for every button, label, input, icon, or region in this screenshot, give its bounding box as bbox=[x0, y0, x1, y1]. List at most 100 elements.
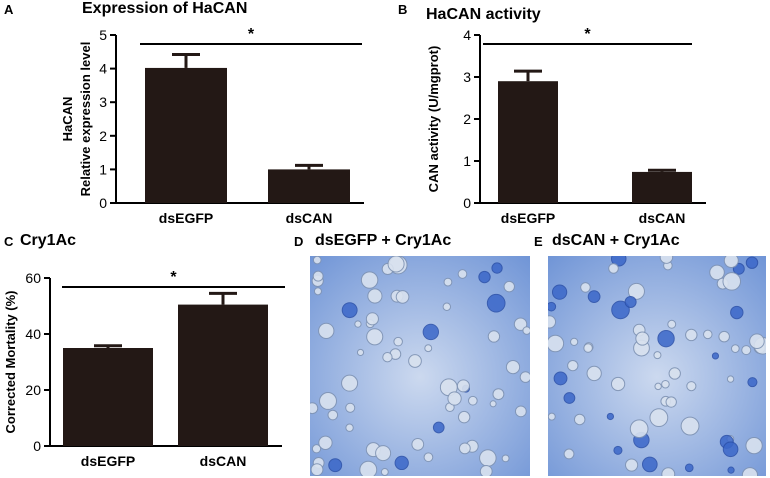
cell bbox=[457, 410, 471, 424]
cell bbox=[457, 269, 468, 279]
cell bbox=[548, 334, 565, 353]
y-tick-label-b: 2 bbox=[463, 111, 471, 127]
cell bbox=[411, 437, 425, 451]
cell bbox=[354, 320, 362, 328]
y-tick-label-a: 4 bbox=[99, 61, 107, 77]
panel-title-a: Expression of HaCAN bbox=[82, 0, 248, 17]
cell bbox=[573, 413, 586, 426]
cell bbox=[548, 301, 557, 312]
cell bbox=[551, 284, 568, 300]
cell bbox=[380, 468, 389, 476]
cell bbox=[649, 408, 669, 428]
cell bbox=[394, 455, 409, 471]
cell bbox=[328, 458, 343, 473]
cell bbox=[313, 287, 322, 296]
cell bbox=[749, 333, 765, 349]
cell bbox=[745, 256, 759, 269]
y-tick-label-b: 3 bbox=[463, 69, 471, 85]
cell bbox=[366, 328, 384, 346]
panel-letter-c: C bbox=[4, 234, 14, 249]
cell bbox=[686, 381, 697, 392]
cell bbox=[467, 395, 478, 406]
cell bbox=[360, 271, 379, 289]
cell bbox=[583, 343, 593, 353]
y-tick-label-a: 1 bbox=[99, 161, 107, 177]
x-tick-label-b: dsCAN bbox=[639, 210, 686, 226]
cell bbox=[548, 315, 557, 329]
cell bbox=[613, 445, 623, 455]
cell bbox=[580, 282, 591, 293]
cell bbox=[654, 382, 662, 391]
cell bbox=[685, 328, 698, 342]
cell bbox=[486, 293, 506, 313]
cell bbox=[341, 374, 359, 392]
bar-b-dscan bbox=[632, 171, 692, 203]
y-tick-label-a: 2 bbox=[99, 128, 107, 144]
cell bbox=[684, 463, 694, 473]
panel-letter-a: A bbox=[4, 2, 14, 17]
cell bbox=[423, 452, 434, 463]
panel-letter-d: D bbox=[294, 234, 304, 249]
cell bbox=[395, 290, 410, 304]
cell bbox=[653, 351, 662, 360]
cell bbox=[709, 264, 725, 281]
cell bbox=[587, 290, 601, 303]
y-tick-label-c: 60 bbox=[25, 270, 41, 286]
cell bbox=[503, 280, 515, 293]
cell bbox=[443, 277, 453, 287]
bar-a-dsegfp bbox=[145, 67, 227, 203]
cell bbox=[611, 300, 630, 320]
cell bbox=[312, 256, 322, 265]
cell bbox=[491, 262, 503, 274]
cell bbox=[327, 409, 339, 421]
cell bbox=[745, 436, 763, 455]
cell bbox=[310, 402, 319, 415]
microscopy-image-dsegfp bbox=[310, 256, 530, 476]
y-tick-label-b: 0 bbox=[463, 195, 471, 211]
x-tick-label-c: dsEGFP bbox=[81, 453, 135, 469]
cell bbox=[479, 449, 497, 467]
y-tick-label-a: 5 bbox=[99, 27, 107, 43]
panel-title-d: dsEGFP + Cry1Ac bbox=[315, 232, 452, 249]
cell bbox=[667, 319, 677, 329]
panel-title-c: Cry1Ac bbox=[20, 232, 77, 249]
cell bbox=[624, 295, 637, 308]
x-tick-label-a: dsCAN bbox=[286, 210, 333, 226]
cell bbox=[741, 345, 752, 356]
significance-star-b: * bbox=[584, 26, 591, 43]
cell bbox=[567, 359, 579, 372]
microscopy-field bbox=[548, 256, 766, 476]
cell bbox=[408, 354, 422, 368]
cell bbox=[387, 256, 405, 273]
cell bbox=[635, 331, 650, 346]
significance-star-a: * bbox=[248, 26, 255, 43]
chart-a-expression: 0 1 2 3 4 5 HaCAN Relative expression level dsEG… bbox=[60, 26, 364, 226]
cell bbox=[606, 412, 615, 421]
cell bbox=[422, 323, 440, 341]
cell bbox=[319, 391, 337, 410]
cell bbox=[657, 330, 675, 348]
cell bbox=[661, 467, 676, 476]
panel-letter-e: E bbox=[534, 234, 543, 249]
cell bbox=[553, 371, 568, 386]
cell bbox=[703, 329, 713, 340]
cell bbox=[442, 302, 452, 312]
cell bbox=[730, 305, 744, 320]
cell bbox=[661, 379, 670, 389]
cell bbox=[456, 379, 470, 393]
cell bbox=[492, 388, 505, 401]
cell bbox=[718, 330, 730, 343]
cell bbox=[310, 463, 324, 476]
panel-title-b: HaCAN activity bbox=[426, 6, 541, 23]
cell bbox=[668, 367, 681, 380]
cell bbox=[365, 312, 379, 326]
cell bbox=[513, 317, 528, 331]
cell bbox=[727, 466, 735, 474]
cell bbox=[522, 326, 530, 335]
microscopy-image-dscan bbox=[548, 256, 766, 476]
cell bbox=[741, 467, 759, 476]
panel-title-e: dsCAN + Cry1Ac bbox=[552, 232, 680, 249]
bar-c-dscan bbox=[178, 304, 268, 446]
y-tick-label-b: 4 bbox=[463, 27, 471, 43]
cell bbox=[447, 391, 462, 406]
